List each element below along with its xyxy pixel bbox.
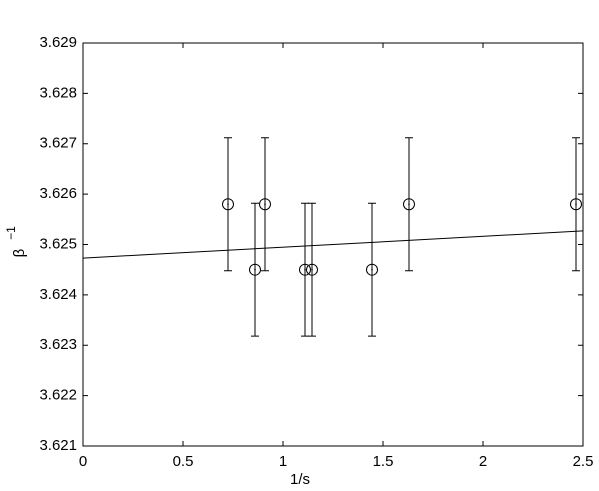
y-tick-label: 3.629 bbox=[39, 34, 77, 51]
data-point-center bbox=[264, 203, 266, 205]
data-point-center bbox=[254, 268, 256, 271]
y-tick-label: 3.621 bbox=[39, 437, 77, 454]
data-point-center bbox=[408, 203, 410, 205]
y-tick-label: 3.627 bbox=[39, 135, 77, 152]
y-tick-label: 3.626 bbox=[39, 185, 77, 202]
data-point bbox=[306, 263, 318, 276]
data-point bbox=[222, 198, 234, 211]
y-tick-label: 3.622 bbox=[39, 387, 77, 404]
x-tick-label: 0 bbox=[79, 453, 87, 470]
data-point bbox=[299, 263, 311, 276]
x-tick-label: 1 bbox=[279, 453, 287, 470]
x-tick-label: 2.5 bbox=[573, 453, 594, 470]
x-tick-label: 2 bbox=[479, 453, 487, 470]
data-point-center bbox=[227, 203, 229, 205]
y-axis-label-group: β −1 bbox=[4, 226, 28, 257]
data-point-center bbox=[304, 268, 306, 271]
data-point bbox=[366, 263, 378, 276]
data-point-center bbox=[371, 268, 373, 271]
data-point bbox=[249, 263, 261, 276]
y-tick-label: 3.624 bbox=[39, 286, 77, 303]
x-tick-label: 1.5 bbox=[373, 453, 394, 470]
y-tick-label: 3.628 bbox=[39, 84, 77, 101]
data-point-center bbox=[575, 203, 577, 205]
x-axis-label: 1/s bbox=[290, 471, 310, 488]
x-tick-label: 0.5 bbox=[173, 453, 194, 470]
y-axis-label: β bbox=[11, 248, 28, 257]
y-tick-label: 3.625 bbox=[39, 235, 77, 252]
fit-line bbox=[82, 230, 584, 259]
y-axis-label-sup: −1 bbox=[4, 226, 18, 240]
data-point-center bbox=[311, 268, 313, 271]
data-point bbox=[259, 198, 271, 211]
y-tick-label: 3.623 bbox=[39, 336, 77, 353]
data-point bbox=[403, 198, 415, 211]
data-point bbox=[570, 198, 582, 211]
